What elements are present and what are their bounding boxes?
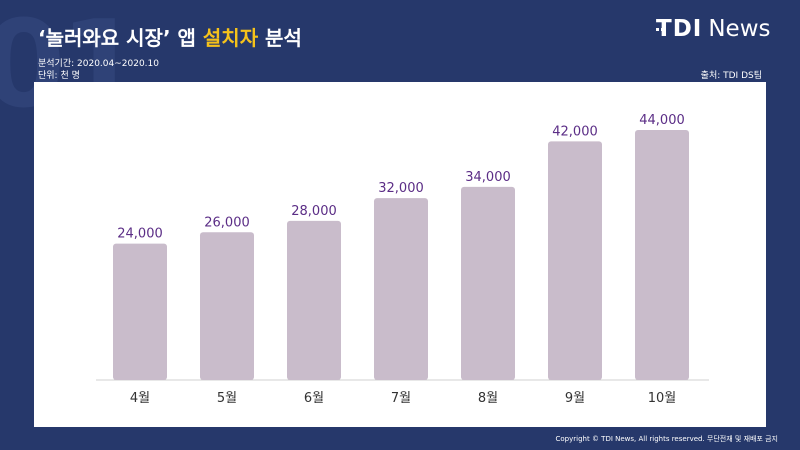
data-label: 34,000 <box>465 170 511 185</box>
title-highlight: 설치자 <box>202 26 259 50</box>
chart-panel: 24,000 4월 26,000 5월 28,000 6월 32,000 7월 34,000 8월… <box>34 82 766 427</box>
unit-label: 단위: 천 명 <box>38 71 80 81</box>
data-label: 44,000 <box>639 113 685 128</box>
data-label: 26,000 <box>204 215 250 230</box>
logo-brand: TDI <box>656 16 702 42</box>
analysis-period: 분석기간: 2020.04~2020.10 <box>38 59 159 69</box>
title-part-2: 분석 <box>258 26 302 50</box>
x-tick-label: 8월 <box>478 391 498 406</box>
bar <box>635 130 689 380</box>
logo-dots-icon <box>656 11 666 37</box>
bar <box>287 220 341 380</box>
source-label: 출처: TDI DS팀 <box>700 71 762 81</box>
chart-meta: 분석기간: 2020.04~2020.10 단위: 천 명 <box>38 58 159 82</box>
title-part-1: ‘놀러와요 시장’ 앱 <box>38 26 203 50</box>
data-label: 32,000 <box>378 181 424 196</box>
bar <box>113 243 167 380</box>
data-label: 28,000 <box>291 204 337 219</box>
bar <box>461 186 515 380</box>
tdi-news-logo: TDI News <box>656 16 771 42</box>
logo-suffix: News <box>708 16 771 42</box>
chart-title: ‘놀러와요 시장’ 앱 설치자 분석 <box>38 22 302 51</box>
bar <box>200 232 254 380</box>
copyright-notice: Copyright © TDI News, All rights reserve… <box>555 435 778 443</box>
bar <box>548 141 602 380</box>
bar <box>374 198 428 380</box>
data-label: 24,000 <box>117 227 163 242</box>
x-tick-label: 9월 <box>565 391 585 406</box>
x-tick-label: 6월 <box>304 391 324 406</box>
x-tick-label: 5월 <box>217 391 237 406</box>
x-tick-label: 7월 <box>391 391 411 406</box>
bar-chart: 24,000 4월 26,000 5월 28,000 6월 32,000 7월 34,000 8월… <box>96 113 709 406</box>
x-tick-label: 10월 <box>648 391 677 406</box>
data-label: 42,000 <box>552 124 598 139</box>
x-tick-label: 4월 <box>130 391 150 406</box>
